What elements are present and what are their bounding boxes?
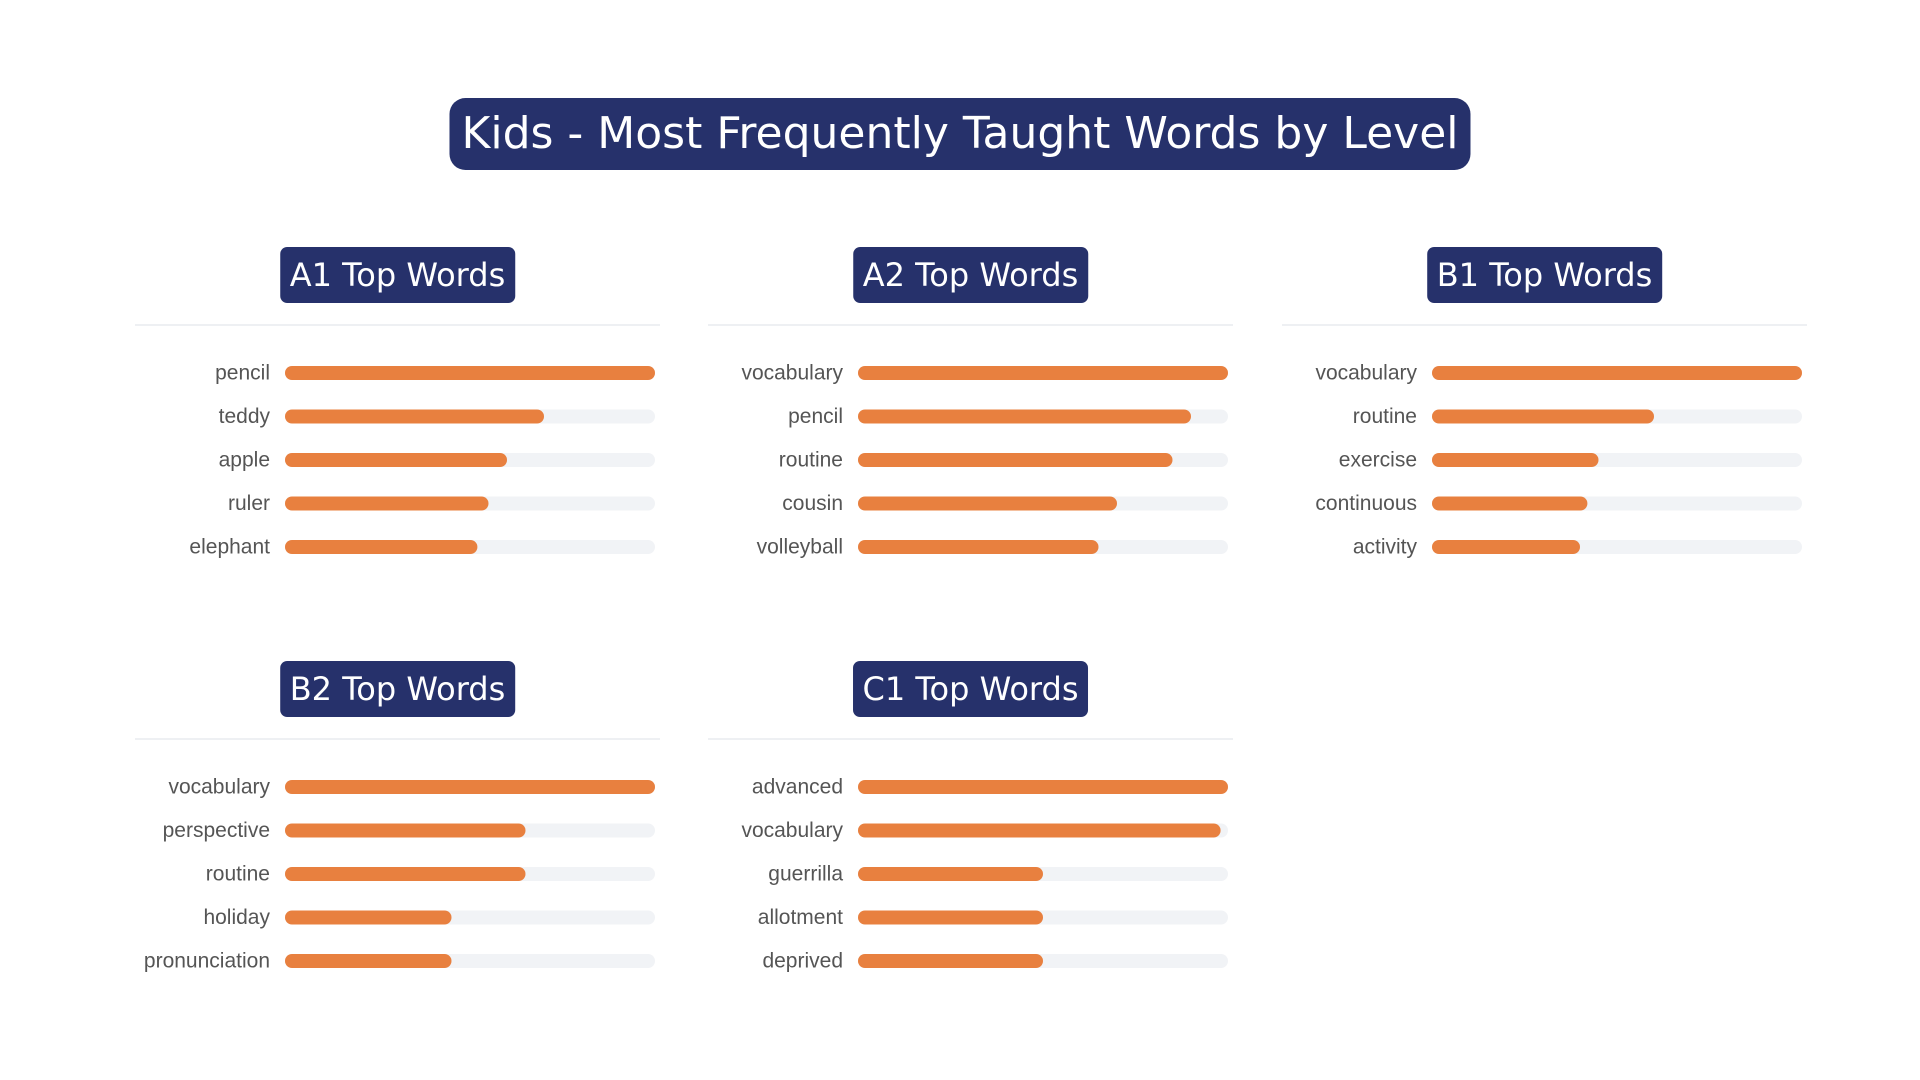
category-label: teddy xyxy=(219,405,271,428)
bar xyxy=(285,366,655,380)
bar xyxy=(285,409,544,424)
category-label: deprived xyxy=(762,950,843,973)
chart-title-b2: B2 Top Words xyxy=(279,661,516,717)
category-label: elephant xyxy=(189,536,270,559)
panel-divider xyxy=(1282,324,1807,326)
bar xyxy=(1432,496,1588,511)
chart-panel-a2: A2 Top Words vocabulary pencil routine cous… xyxy=(708,247,1233,577)
category-label: vocabulary xyxy=(1315,362,1417,385)
bar xyxy=(285,453,507,467)
chart-title-a1: A1 Top Words xyxy=(279,247,516,303)
category-label: routine xyxy=(1353,405,1417,428)
bar xyxy=(1432,453,1599,467)
panel-divider xyxy=(135,738,660,740)
category-label: guerrilla xyxy=(768,863,843,886)
panel-divider xyxy=(135,324,660,326)
chart-panel-a1: A1 Top Words pencil teddy apple ruler elepha… xyxy=(135,247,660,577)
bar xyxy=(858,496,1117,511)
category-label: exercise xyxy=(1339,449,1417,472)
panel-divider xyxy=(708,738,1233,740)
chart-panel-c1: C1 Top Words advanced vocabulary guerrilla… xyxy=(708,661,1233,991)
bar-chart-a2: vocabulary pencil routine cousin volleyball xyxy=(741,362,1228,559)
bar xyxy=(285,910,452,925)
bar xyxy=(858,409,1191,424)
bar xyxy=(858,954,1043,968)
chart-panel-b2: B2 Top Words vocabulary perspective routin… xyxy=(135,661,660,991)
category-label: volleyball xyxy=(757,536,843,559)
chart-title-c1: C1 Top Words xyxy=(852,661,1089,717)
category-label: pencil xyxy=(215,362,270,385)
bar xyxy=(858,867,1043,881)
category-label: pencil xyxy=(788,405,843,428)
category-label: cousin xyxy=(782,492,843,515)
bar xyxy=(1432,540,1580,554)
category-label: activity xyxy=(1353,536,1418,559)
category-label: apple xyxy=(219,449,270,472)
category-label: routine xyxy=(206,863,270,886)
bar-chart-b2: vocabulary perspective routine holiday pronu… xyxy=(144,776,655,973)
bar xyxy=(285,496,489,511)
chart-title-a2: A2 Top Words xyxy=(852,247,1089,303)
bar-chart-b1: vocabulary routine exercise continuous activ… xyxy=(1315,362,1802,559)
bar-chart-a1: pencil teddy apple ruler elephant xyxy=(189,362,655,559)
category-label: allotment xyxy=(758,906,843,929)
bar xyxy=(858,823,1221,838)
bar xyxy=(858,780,1228,794)
category-label: perspective xyxy=(163,819,270,842)
bar xyxy=(285,867,526,881)
category-label: routine xyxy=(779,449,843,472)
bar xyxy=(858,540,1099,554)
bar xyxy=(285,540,478,554)
chart-panel-b1: B1 Top Words vocabulary routine exercise co… xyxy=(1282,247,1807,577)
bar xyxy=(285,954,452,968)
category-label: vocabulary xyxy=(168,776,270,799)
category-label: ruler xyxy=(228,492,270,515)
chart-title-b1: B1 Top Words xyxy=(1426,247,1663,303)
bar xyxy=(1432,409,1654,424)
category-label: vocabulary xyxy=(741,362,843,385)
bar xyxy=(858,453,1173,467)
category-label: advanced xyxy=(752,776,843,799)
bar-chart-c1: advanced vocabulary guerrilla allotment depr… xyxy=(741,776,1228,973)
category-label: continuous xyxy=(1315,492,1417,515)
category-label: pronunciation xyxy=(144,950,270,973)
main-title: Kids - Most Frequently Taught Words by L… xyxy=(449,98,1471,170)
bar xyxy=(1432,366,1802,380)
bar xyxy=(858,366,1228,380)
panel-divider xyxy=(708,324,1233,326)
bar xyxy=(285,823,526,838)
category-label: holiday xyxy=(203,906,270,929)
bar xyxy=(858,910,1043,925)
category-label: vocabulary xyxy=(741,819,843,842)
bar xyxy=(285,780,655,794)
